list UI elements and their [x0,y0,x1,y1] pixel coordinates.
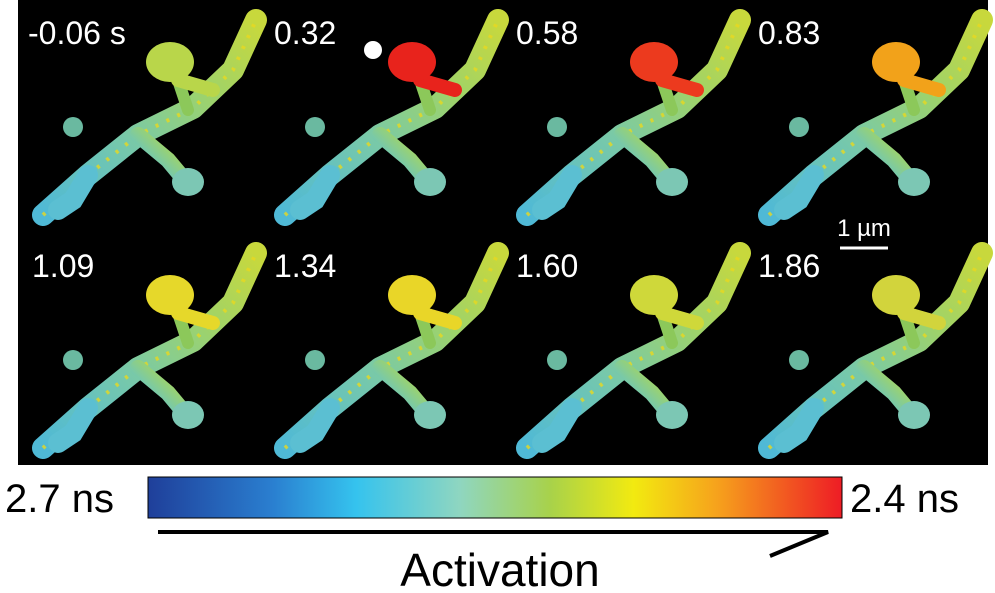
spine-neck [420,313,455,323]
spine-head [630,275,678,315]
spine-head [630,42,678,82]
spine-neck [662,80,697,90]
panel-label: 1.86 [758,248,820,284]
scale-bar-label: 1 µm [837,215,891,242]
figure: -0.06 s 0.32 0.58 0.83 1.09 1.34 1.60 1.86 1 µm… [0,0,995,593]
panel-label: 0.32 [274,15,336,51]
colorbar-min-label: 2.7 ns [5,477,114,521]
spine-neck [178,80,213,90]
panel-label: 0.83 [758,15,820,51]
spine-neck [662,313,697,323]
spine-neck [904,313,939,323]
colorbar [148,477,842,518]
stimulation-spot [364,41,382,59]
panel-label: 0.58 [516,15,578,51]
spine-neck [904,80,939,90]
activation-caption: Activation [400,544,599,593]
panel-label: 1.60 [516,248,578,284]
panel-label: 1.34 [274,248,336,284]
spine-head [388,42,436,82]
spine-neck [178,313,213,323]
spine-neck [420,80,455,90]
spine-head [872,42,920,82]
spine-head [146,275,194,315]
colorbar-max-label: 2.4 ns [850,477,959,521]
panel-label: 1.09 [32,248,94,284]
spine-head [388,275,436,315]
spine-head [872,275,920,315]
spine-head [146,42,194,82]
panel-label: -0.06 s [28,15,126,51]
